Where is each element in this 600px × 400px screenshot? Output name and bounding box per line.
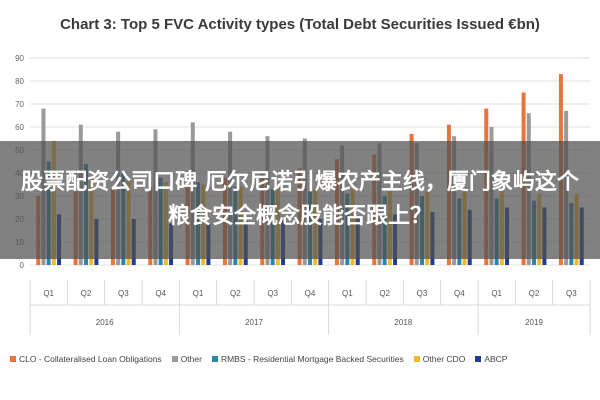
legend-swatch [10,356,16,362]
year-label: 2018 [394,318,412,327]
x-tick-label: Q2 [379,289,390,298]
year-label: 2017 [245,318,263,327]
legend-swatch [475,356,482,362]
legend: CLO - Collateralised Loan Obligations Oth… [10,354,595,364]
legend-swatch [211,356,218,362]
legend-label: ABCP [484,354,508,364]
legend-swatch [171,356,178,362]
year-label: 2019 [525,318,543,327]
x-tick-label: Q2 [230,289,241,298]
x-tick-label: Q1 [193,289,204,298]
y-tick-label: 90 [15,54,24,63]
legend-label: Other CDO [422,354,466,364]
legend-label: RMBS - Residential Mortgage Backed Secur… [220,354,404,364]
x-tick-label: Q2 [529,289,540,298]
legend-swatch [413,356,420,362]
chart-title: Chart 3: Top 5 FVC Activity types (Total… [60,16,540,33]
legend-label: Other [180,354,202,364]
legend-label: CLO - Collateralised Loan Obligations [19,354,162,364]
x-tick-label: Q3 [267,289,278,298]
x-tick-label: Q4 [305,289,316,298]
x-tick-label: Q1 [342,289,353,298]
y-tick-label: 70 [15,100,24,109]
y-tick-label: 80 [15,77,24,86]
legend-item: Other [171,354,202,364]
legend-item: Other CDO [413,354,466,364]
x-tick-label: Q3 [118,289,129,298]
x-tick-label: Q3 [417,289,428,298]
x-tick-label: Q1 [43,289,54,298]
x-tick-label: Q3 [566,289,577,298]
overlay-banner: 股票配资公司口碑 厄尔尼诺引爆农产主线，厦门象屿这个粮食安全概念股能否跟上？ [0,141,600,259]
y-tick-label: 60 [15,123,24,132]
x-tick-label: Q4 [454,289,465,298]
overlay-text: 股票配资公司口碑 厄尔尼诺引爆农产主线，厦门象屿这个粮食安全概念股能否跟上？ [21,170,579,229]
x-tick-label: Q1 [491,289,502,298]
x-tick-label: Q4 [155,289,166,298]
legend-item: CLO - Collateralised Loan Obligations [10,354,162,364]
legend-item: RMBS - Residential Mortgage Backed Secur… [211,354,404,364]
x-tick-label: Q2 [81,289,92,298]
y-tick-label: 0 [20,261,25,270]
year-label: 2016 [96,318,114,327]
legend-item: ABCP [475,354,507,364]
